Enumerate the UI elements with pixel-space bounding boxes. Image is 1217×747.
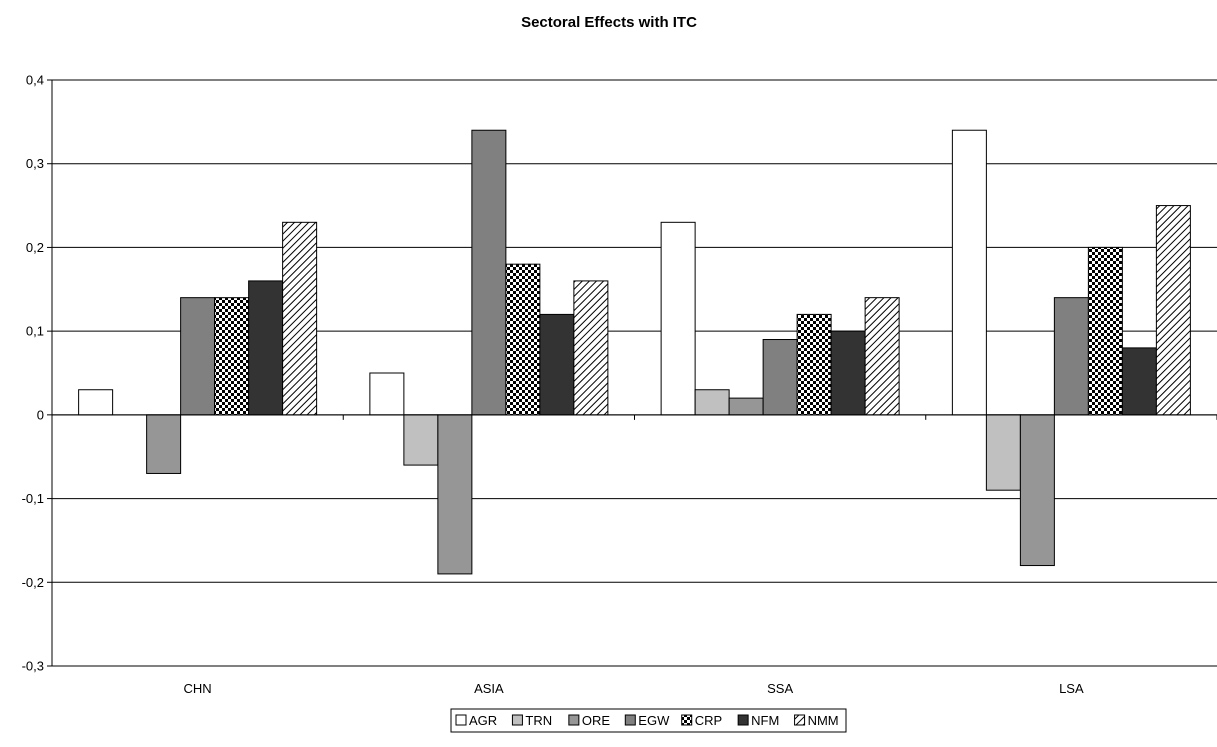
bar-nfm-ssa — [830, 330, 866, 416]
legend-swatch-ore — [568, 714, 580, 726]
bar-agr-ssa — [660, 221, 696, 416]
bar-egw-lsa — [1053, 297, 1089, 416]
x-tick-label: CHN — [184, 681, 212, 696]
x-tick-label: ASIA — [474, 681, 504, 696]
bar-agr-lsa — [951, 129, 987, 416]
y-tick-label: 0 — [37, 407, 44, 422]
legend: AGR TRN ORE EGW CRP NFM NMM — [450, 708, 847, 733]
legend-swatch-egw — [624, 714, 636, 726]
legend-swatch-agr — [455, 714, 467, 726]
legend-label-trn: TRN — [525, 713, 552, 728]
legend-label-nfm: NFM — [751, 713, 779, 728]
bar-crp-chn — [214, 297, 250, 416]
bar-ore-chn — [146, 414, 182, 474]
bar-egw-ssa — [762, 339, 798, 416]
y-tick-label: 0,4 — [26, 73, 44, 88]
legend-swatch-trn — [511, 714, 523, 726]
bar-nmm-chn — [282, 221, 318, 416]
bar-agr-asia — [369, 372, 405, 416]
bar-nfm-asia — [539, 313, 575, 416]
bar-ore-asia — [437, 414, 473, 575]
bar-nmm-ssa — [864, 297, 900, 416]
y-tick-label: -0,2 — [22, 575, 44, 590]
bar-nmm-lsa — [1155, 205, 1191, 416]
y-tick-label: 0,1 — [26, 324, 44, 339]
y-tick-label: -0,1 — [22, 491, 44, 506]
legend-label-agr: AGR — [469, 713, 497, 728]
x-tick-label: LSA — [1059, 681, 1084, 696]
y-tick-label: 0,3 — [26, 156, 44, 171]
bar-egw-asia — [471, 129, 507, 416]
bar-nmm-asia — [573, 280, 609, 416]
legend-label-ore: ORE — [582, 713, 611, 728]
bar-ore-ssa — [728, 397, 764, 416]
legend-label-crp: CRP — [695, 713, 722, 728]
bar-agr-chn — [78, 389, 114, 416]
x-tick-label: SSA — [767, 681, 793, 696]
bars — [78, 129, 1191, 575]
bar-trn-ssa — [694, 389, 730, 416]
y-tick-label: 0,2 — [26, 240, 44, 255]
bar-trn-asia — [403, 414, 439, 466]
bar-crp-asia — [505, 263, 541, 416]
bar-egw-chn — [180, 297, 216, 416]
bar-crp-ssa — [796, 313, 832, 416]
legend-swatch-nfm — [737, 714, 749, 726]
chart-title: Sectoral Effects with ITC — [521, 14, 697, 31]
legend-swatch-nmm — [794, 714, 806, 726]
bar-ore-lsa — [1019, 414, 1055, 567]
bar-trn-lsa — [985, 414, 1021, 491]
bar-nfm-chn — [248, 280, 284, 416]
bar-nfm-lsa — [1121, 347, 1157, 416]
legend-swatch-crp — [681, 714, 693, 726]
legend-label-egw: EGW — [638, 713, 670, 728]
bar-crp-lsa — [1087, 246, 1123, 416]
y-tick-label: -0,3 — [22, 659, 44, 674]
legend-label-nmm: NMM — [808, 713, 839, 728]
axes: -0,3 -0,2 -0,1 0 0,1 0,2 0,3 0,4 CHN ASIA SSA LSA — [22, 73, 1217, 696]
